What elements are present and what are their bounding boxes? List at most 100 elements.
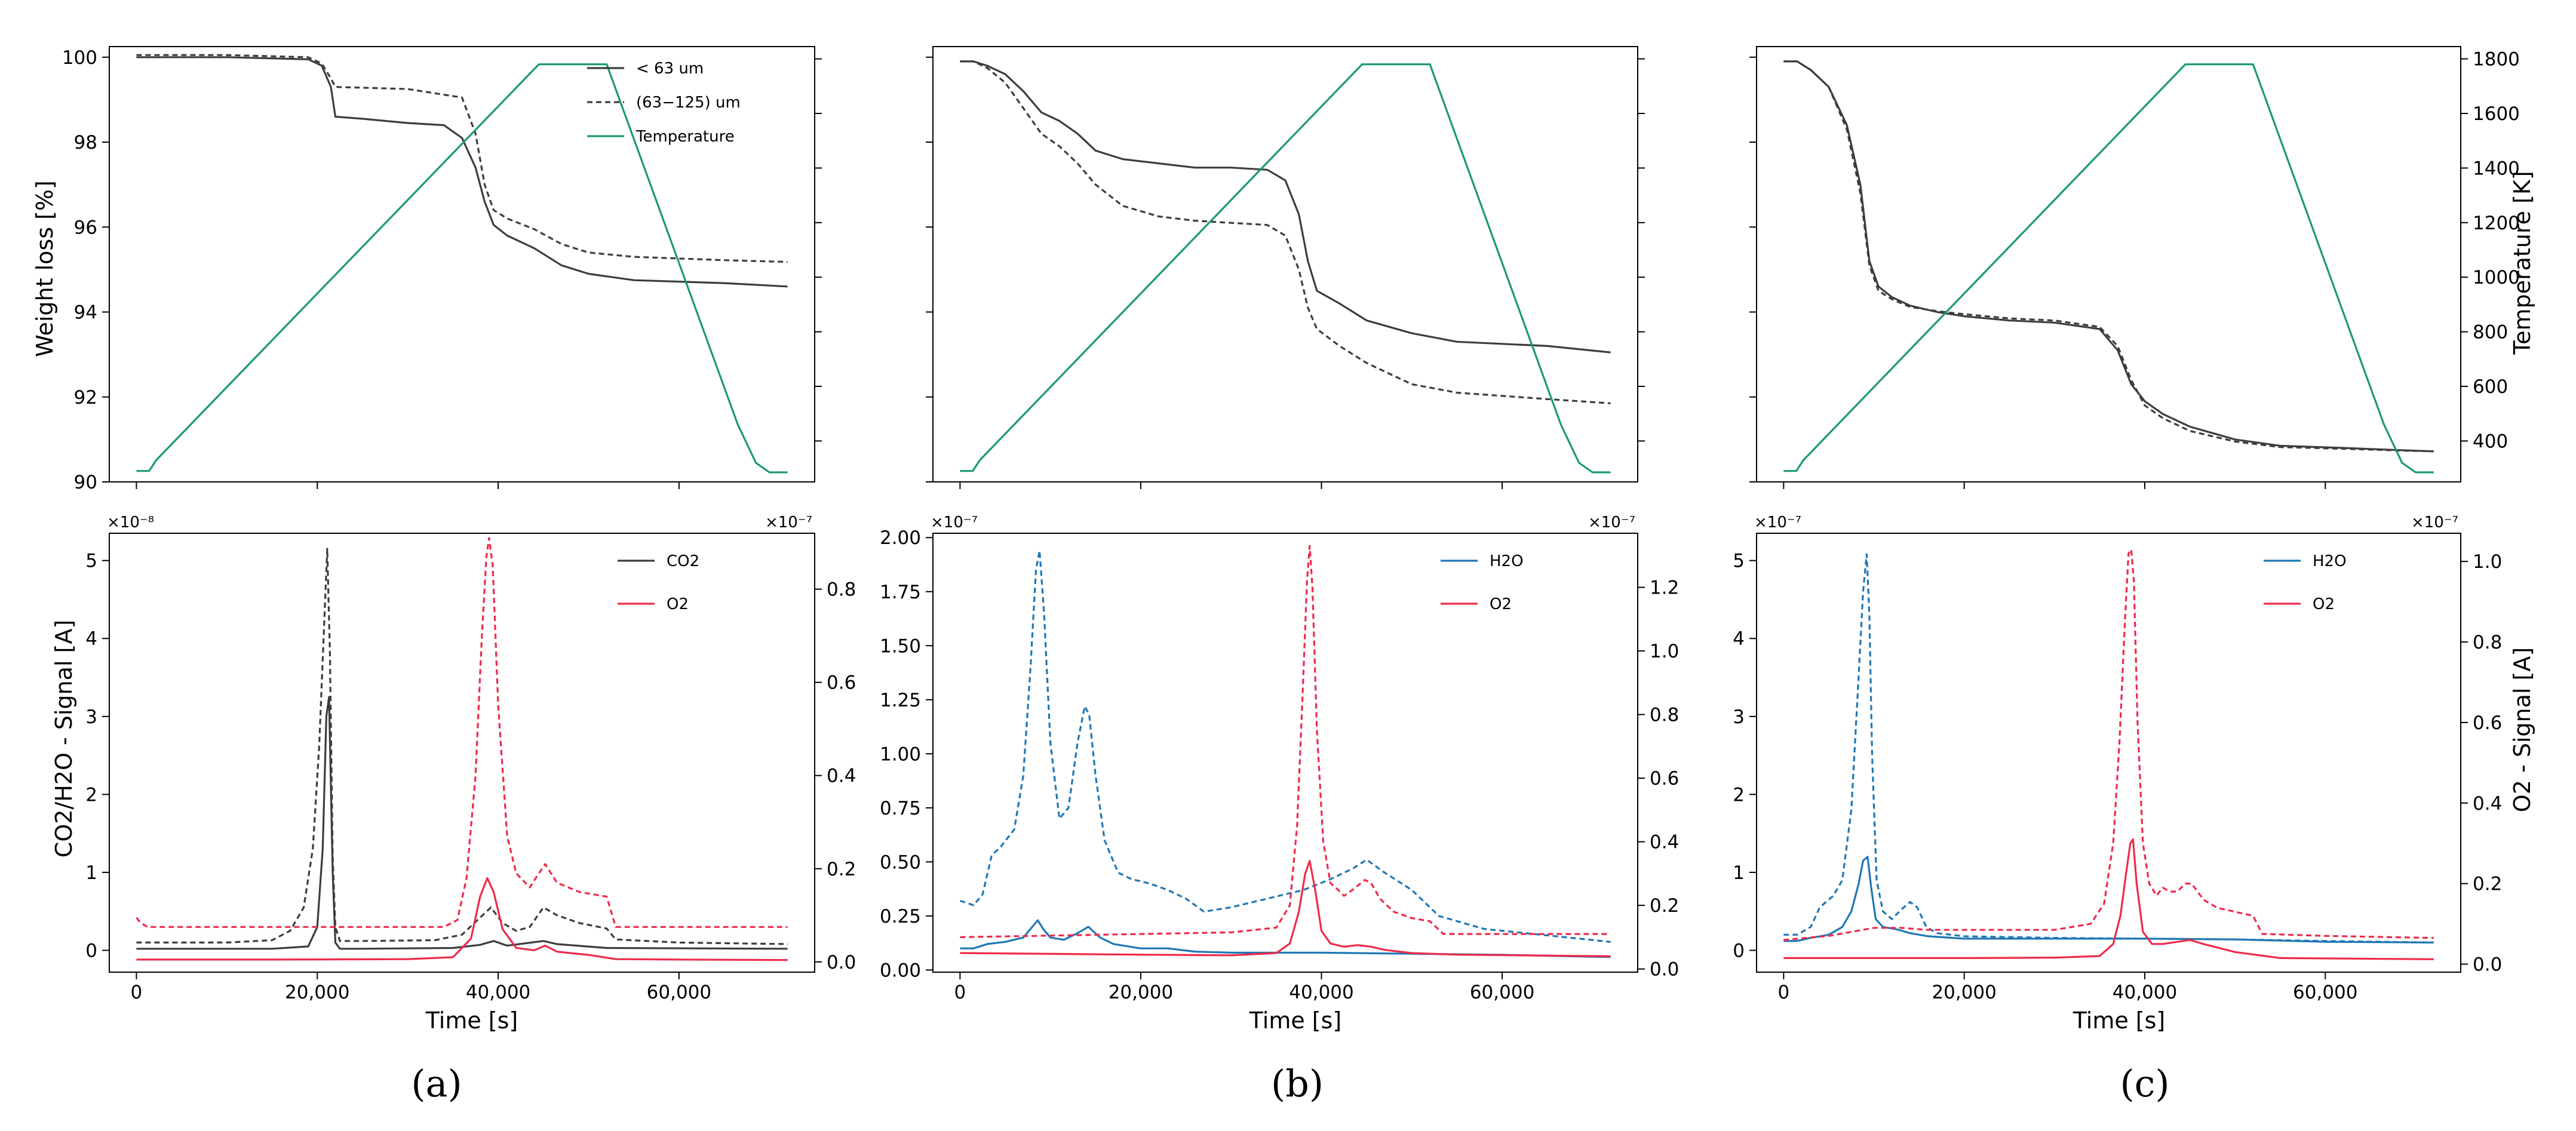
y2-tick-label: 0.8 <box>827 579 856 601</box>
y-multiplier: ×10⁻⁷ <box>931 514 978 531</box>
series-line--63-125-um <box>136 54 788 263</box>
y2-tick-label: 1800 <box>2473 49 2520 70</box>
legend-label: H2O <box>2313 552 2347 570</box>
y-tick-label: 98 <box>74 132 97 153</box>
y2-tick-label: 0.0 <box>2473 954 2502 976</box>
y-tick-label: 1.75 <box>880 582 921 603</box>
series-line-temperature <box>1783 63 2434 474</box>
y2label-temperature: Temperature [K] <box>2509 171 2535 355</box>
y-tick-label: 92 <box>74 387 97 408</box>
y-tick-label: 5 <box>1733 551 1745 572</box>
series-line-o2-coarse- <box>960 545 1611 938</box>
y-tick-label: 1 <box>85 862 97 884</box>
y2-tick-label: 1400 <box>2473 158 2520 179</box>
series-line-o2-fine- <box>1783 838 2434 960</box>
y2-tick-label: 0.2 <box>1650 895 1679 917</box>
y2-tick-label: 0.0 <box>827 952 856 973</box>
series-line-h2o-fine- <box>1783 856 2434 943</box>
x-tick-label: 20,000 <box>1932 982 1996 1003</box>
chart-c-bottom: 0 20,000 40,000 60,000 0 1 2 3 4 5 0.0 0.2 0.4 0.6 0.8… <box>1733 514 2502 1003</box>
y-tick-label: 0.50 <box>880 852 921 873</box>
y-tick-label: 96 <box>74 217 97 238</box>
ylabel-weight-loss: Weight loss [%] <box>32 180 58 357</box>
y2-tick-label: 0.8 <box>2473 632 2502 653</box>
y-tick-label: 0 <box>1733 940 1745 961</box>
series-group <box>1783 60 2434 474</box>
y2-tick-label: 1600 <box>2473 103 2520 125</box>
series-line--63-um <box>1783 60 2434 453</box>
series-line-temperature <box>960 63 1611 474</box>
legend-label: (63−125) um <box>636 94 741 112</box>
x-tick-label: 40,000 <box>2113 982 2177 1003</box>
axes-frame <box>1756 46 2461 482</box>
legend-label: O2 <box>667 595 689 613</box>
y2-tick-label: 600 <box>2473 376 2508 398</box>
series-line-h2o-fine- <box>960 919 1611 958</box>
x-tick-label: 60,000 <box>1470 982 1534 1003</box>
y2-tick-label: 0.2 <box>2473 874 2502 895</box>
x-tick-label: 0 <box>1777 982 1789 1003</box>
y-tick-label: 2 <box>85 784 97 806</box>
legend-label: < 63 um <box>636 60 704 78</box>
y2-tick-label: 0.4 <box>1650 832 1679 853</box>
chart-b-top <box>926 46 1645 489</box>
series-group <box>960 60 1611 474</box>
legend-label: Temperature <box>635 128 735 146</box>
series-line-o2-fine- <box>136 877 788 961</box>
series-line-co2-coarse- <box>136 548 788 945</box>
y-tick-label: 94 <box>74 302 97 324</box>
y-tick-label: 0.00 <box>880 960 921 981</box>
x-tick-label: 60,000 <box>2293 982 2357 1003</box>
y-tick-label: 2.00 <box>880 527 921 549</box>
y-tick-label: 0 <box>85 940 97 961</box>
series-line--63-um <box>960 60 1611 354</box>
legend: CO2 O2 <box>618 552 699 613</box>
panel-label-c: (c) <box>2120 1062 2169 1105</box>
ylabel-co2-h2o-signal: CO2/H2O - Signal [A] <box>51 620 77 858</box>
axes-frame <box>109 46 815 482</box>
legend: < 63 um (63−125) um Temperature <box>587 60 741 146</box>
y2-tick-label: 400 <box>2473 431 2508 452</box>
series-line-co2-fine- <box>136 696 788 950</box>
y-tick-label: 4 <box>85 628 97 650</box>
x-tick-label: 0 <box>131 982 143 1003</box>
chart-a-bottom: 0 20,000 40,000 60,000 0 1 2 3 4 5 0.0 0.2 0.4 0.6 0.8… <box>85 514 856 1003</box>
x-tick-label: 40,000 <box>1289 982 1353 1003</box>
y2-multiplier: ×10⁻⁷ <box>765 514 812 531</box>
xlabel-time-c: Time [s] <box>2073 1007 2166 1034</box>
y2-tick-label: 1.0 <box>2473 551 2502 573</box>
y2-tick-label: 1.0 <box>1650 641 1679 662</box>
x-tick-label: 60,000 <box>647 982 711 1003</box>
y-tick-label: 90 <box>74 472 97 493</box>
y-tick-label: 3 <box>85 706 97 728</box>
chart-c-top: 400 600 800 1000 1200 1400 1600 1800 <box>1749 46 2520 489</box>
y2label-o2-signal: O2 - Signal [A] <box>2509 647 2535 812</box>
axes-frame <box>1756 533 2461 973</box>
chart-b-bottom: 0 20,000 40,000 60,000 0.00 0.25 0.50 0.75 1.00 1… <box>880 514 1679 1003</box>
y2-tick-label: 0.6 <box>827 672 856 694</box>
legend: H2O O2 <box>1441 552 1524 613</box>
y2-tick-label: 0.4 <box>827 766 856 787</box>
legend: H2O O2 <box>2264 552 2347 613</box>
series-line-temperature <box>136 63 788 474</box>
legend-label: O2 <box>2313 595 2335 613</box>
y2-multiplier: ×10⁻⁷ <box>1588 514 1635 531</box>
legend-label: H2O <box>1490 552 1524 570</box>
y-tick-label: 1.00 <box>880 743 921 765</box>
y2-tick-label: 0.6 <box>1650 768 1679 789</box>
y2-tick-label: 800 <box>2473 322 2508 343</box>
series-line-o2-coarse- <box>1783 548 2434 941</box>
series-group <box>136 54 788 474</box>
y2-tick-label: 1200 <box>2473 213 2520 234</box>
y-tick-label: 1.50 <box>880 635 921 657</box>
series-line--63-um <box>136 56 788 288</box>
y-tick-label: 0.25 <box>880 906 921 927</box>
series-line-o2-coarse- <box>136 537 788 928</box>
y-tick-label: 5 <box>85 551 97 572</box>
series-line-h2o-coarse- <box>959 549 1611 943</box>
x-tick-label: 20,000 <box>285 982 349 1003</box>
series-group <box>959 545 1611 958</box>
y-tick-label: 4 <box>1733 628 1745 650</box>
panel-label-a: (a) <box>411 1062 462 1105</box>
